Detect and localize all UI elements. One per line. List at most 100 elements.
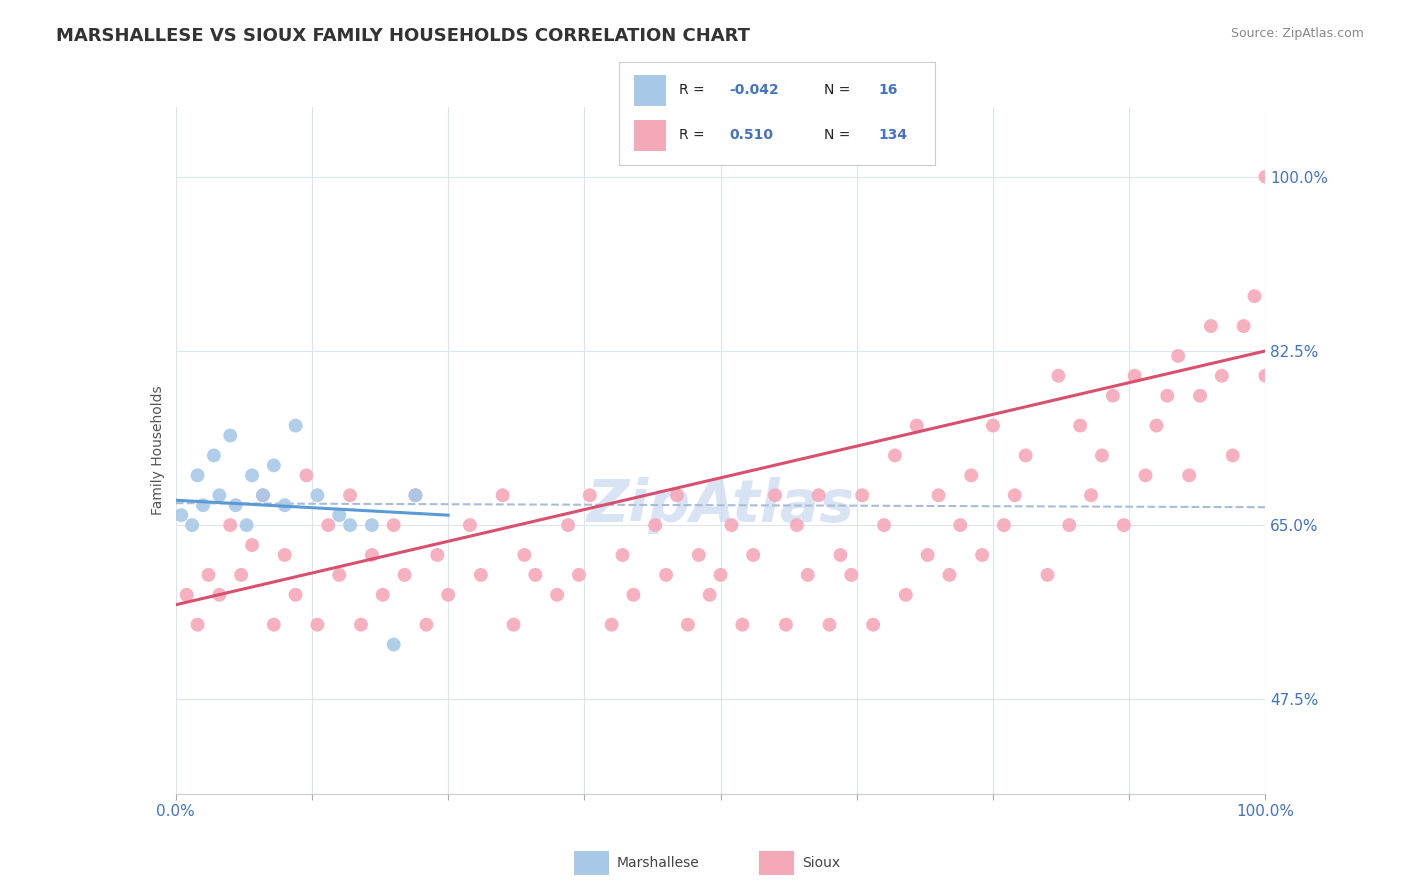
Point (263, 458, 285, 473)
Point (917, 548, 939, 562)
Point (252, 488, 274, 502)
Text: ZipAtlas: ZipAtlas (586, 476, 855, 533)
Point (1102, 389, 1125, 403)
Point (426, 548, 449, 562)
Point (655, 567, 678, 582)
Point (502, 617, 524, 632)
Point (710, 567, 733, 582)
Point (361, 548, 384, 562)
Point (181, 518, 204, 533)
Text: Marshallese: Marshallese (617, 856, 700, 870)
Text: Source: ZipAtlas.com: Source: ZipAtlas.com (1230, 27, 1364, 40)
Point (1199, 319, 1222, 334)
Point (240, 468, 263, 483)
Point (458, 518, 481, 533)
Point (1156, 389, 1178, 403)
Point (1146, 418, 1168, 433)
Point (797, 567, 820, 582)
Point (666, 488, 689, 502)
Point (972, 548, 994, 562)
Point (328, 508, 350, 523)
Point (284, 418, 307, 433)
Point (1254, 368, 1277, 383)
Point (350, 617, 373, 632)
Text: 0.510: 0.510 (730, 128, 773, 142)
Point (524, 567, 547, 582)
Point (600, 617, 623, 632)
Point (1211, 368, 1233, 383)
Text: MARSHALLESE VS SIOUX FAMILY HOUSEHOLDS CORRELATION CHART: MARSHALLESE VS SIOUX FAMILY HOUSEHOLDS C… (56, 27, 751, 45)
Point (775, 617, 797, 632)
Text: N =: N = (824, 83, 855, 97)
Point (191, 498, 214, 512)
Point (318, 518, 340, 533)
Point (1091, 449, 1114, 463)
Point (851, 488, 873, 502)
Point (513, 548, 536, 562)
Point (274, 548, 297, 562)
Point (884, 449, 907, 463)
Point (225, 498, 247, 512)
Point (1015, 449, 1038, 463)
Point (274, 498, 297, 512)
Bar (759, 851, 794, 875)
Point (981, 418, 1004, 433)
Point (1243, 289, 1265, 303)
Point (394, 567, 416, 582)
Point (688, 548, 710, 562)
Bar (634, 120, 666, 151)
Point (235, 518, 257, 533)
Point (644, 518, 666, 533)
Point (295, 468, 318, 483)
Point (219, 428, 242, 442)
Point (307, 488, 329, 502)
Point (1123, 368, 1146, 383)
Point (492, 488, 515, 502)
Point (1189, 389, 1212, 403)
Point (170, 508, 193, 523)
Point (231, 567, 253, 582)
Point (263, 617, 285, 632)
Point (621, 588, 644, 602)
Point (807, 488, 830, 502)
Point (176, 588, 198, 602)
Point (219, 518, 242, 533)
Point (208, 488, 231, 502)
Point (731, 617, 754, 632)
Point (1167, 349, 1189, 363)
Point (699, 588, 721, 602)
Point (579, 488, 602, 502)
Text: R =: R = (679, 83, 709, 97)
Point (1178, 468, 1201, 483)
Point (197, 567, 219, 582)
Point (208, 588, 231, 602)
Point (938, 567, 960, 582)
Point (1233, 319, 1256, 334)
Point (612, 548, 634, 562)
Point (186, 617, 209, 632)
Point (240, 538, 263, 552)
Point (382, 518, 405, 533)
Point (1112, 518, 1135, 533)
Text: Sioux: Sioux (801, 856, 841, 870)
Point (284, 588, 307, 602)
Point (1135, 468, 1157, 483)
Point (437, 588, 460, 602)
Text: 134: 134 (877, 128, 907, 142)
Point (307, 617, 329, 632)
Point (371, 588, 394, 602)
Point (742, 548, 765, 562)
Point (993, 518, 1015, 533)
Point (546, 588, 568, 602)
Point (786, 518, 808, 533)
Y-axis label: Family Households: Family Households (150, 385, 165, 516)
Point (1059, 518, 1081, 533)
Point (1036, 567, 1059, 582)
Point (339, 518, 361, 533)
Bar (634, 75, 666, 105)
Point (818, 617, 841, 632)
Point (960, 468, 983, 483)
Point (894, 588, 917, 602)
Point (252, 488, 274, 502)
Text: N =: N = (824, 128, 855, 142)
